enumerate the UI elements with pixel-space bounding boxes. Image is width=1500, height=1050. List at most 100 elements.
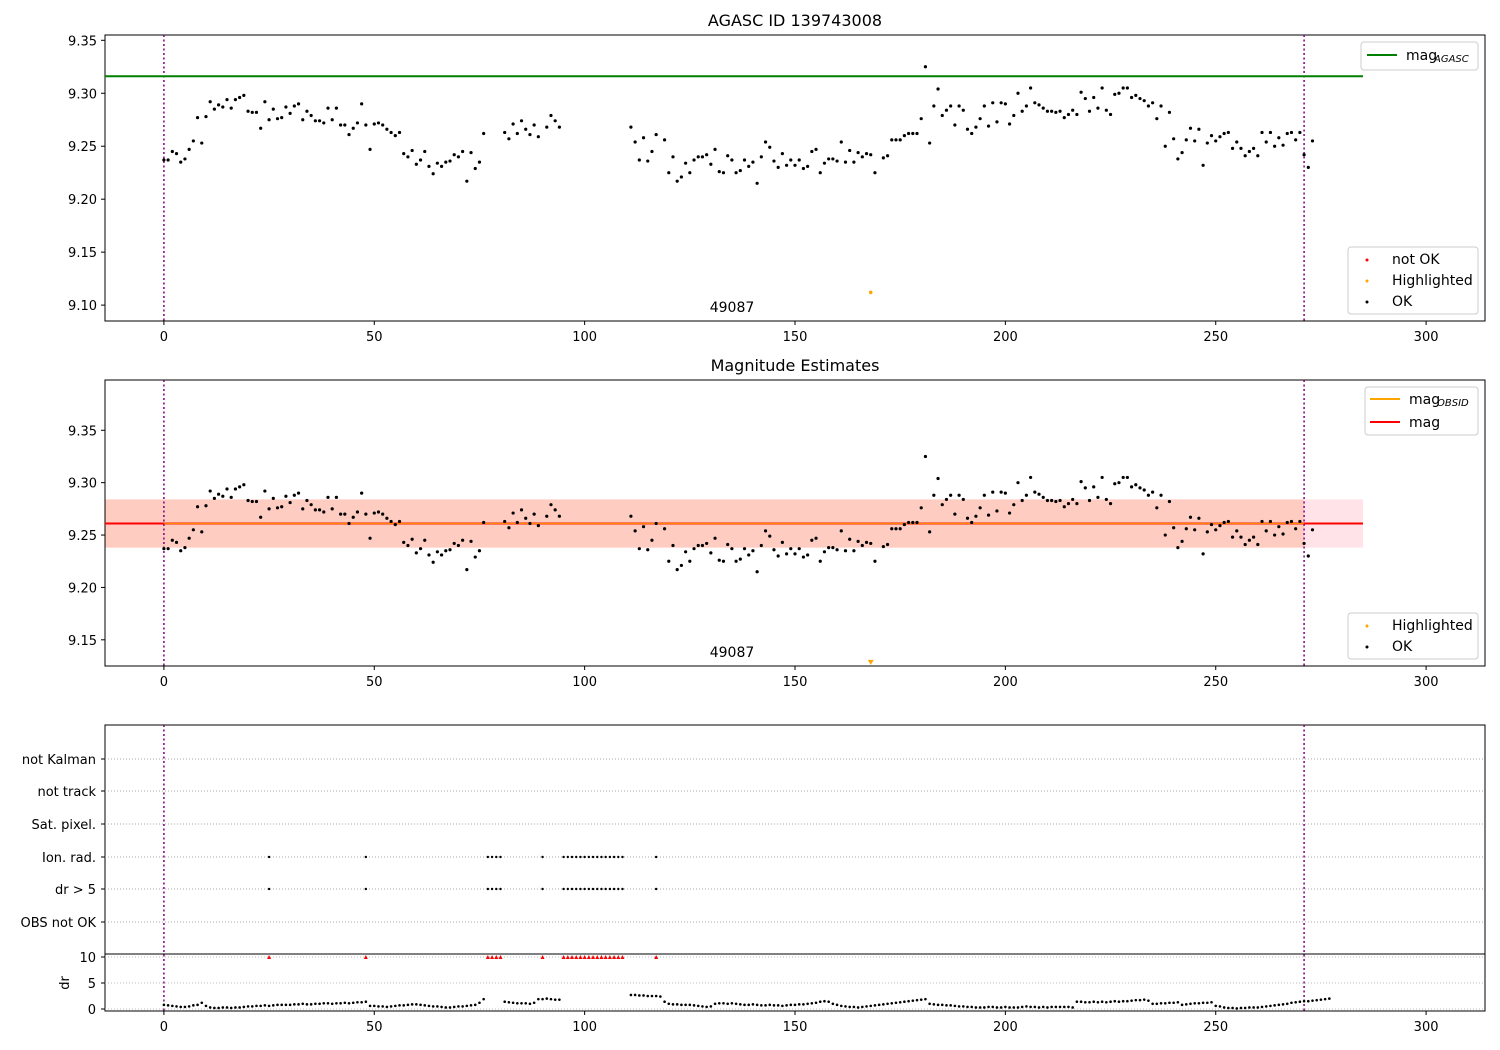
ok-point [1125, 86, 1129, 90]
ok-point [309, 113, 313, 118]
y-tick-label: 9.25 [68, 529, 97, 544]
ok-point [755, 570, 759, 574]
ok-point [1007, 122, 1012, 126]
ok-point [776, 165, 780, 170]
ok-point [780, 152, 784, 156]
ok-point [1029, 475, 1033, 480]
ok-point [801, 166, 806, 171]
dr-point [1008, 1006, 1011, 1009]
ok-point [1230, 146, 1235, 150]
dr-gt5-flag-point [562, 887, 565, 891]
dr-gt5-flag-point [486, 887, 490, 891]
legend-highlighted-marker [1365, 279, 1369, 283]
ok-point [835, 159, 839, 163]
dr-point [856, 1006, 860, 1009]
ok-point [549, 503, 553, 507]
dr-point [528, 1002, 532, 1006]
ok-point [435, 550, 439, 554]
ok-point [738, 557, 742, 561]
ok-point [1163, 144, 1167, 148]
ok-point [1268, 519, 1273, 524]
ok-point [793, 163, 797, 167]
dr-point [1264, 1005, 1268, 1008]
ok-point [843, 549, 848, 553]
dr-gt5-flag-point [499, 887, 502, 891]
dr-gt5-flag-point [608, 887, 612, 891]
dr-clipped-marker [620, 955, 625, 959]
dr-point [330, 1002, 334, 1006]
ok-point [843, 160, 848, 164]
dr-point [351, 1001, 355, 1005]
ok-point [1197, 516, 1201, 520]
ok-point [641, 136, 646, 140]
dr-point [650, 994, 654, 998]
dr-point [532, 1001, 536, 1005]
dr-gt5-flag-point [596, 887, 599, 891]
dr-point [335, 1001, 338, 1005]
x-tick-label: 200 [993, 1020, 1018, 1035]
ok-point [301, 118, 305, 122]
dr-point [861, 1005, 864, 1009]
dr-point [751, 1003, 755, 1006]
ok-point [919, 117, 923, 121]
x-tick-label: 250 [1203, 675, 1228, 690]
ok-point [528, 521, 532, 526]
ok-point [1003, 491, 1007, 495]
ok-point [355, 510, 360, 514]
dr-clipped-marker [565, 955, 570, 959]
magnitude-title: Magnitude Estimates [711, 356, 880, 375]
ok-point [881, 156, 885, 160]
x-tick-label: 50 [366, 1020, 383, 1035]
ok-point [827, 546, 831, 550]
flag-row-label: not Kalman [22, 753, 96, 768]
ok-point [831, 546, 835, 550]
ok-point [1129, 485, 1134, 489]
ok-point [1020, 109, 1024, 113]
ok-point [936, 87, 940, 91]
ok-point [1251, 146, 1256, 150]
dr-point [978, 1006, 982, 1009]
ok-point [831, 157, 835, 161]
ok-point [263, 489, 267, 493]
dr-point [1058, 1005, 1062, 1009]
dr-point [339, 1001, 342, 1005]
ion-rad-flag-point [562, 855, 565, 859]
dr-point [713, 1002, 717, 1006]
dr-clipped-marker [540, 955, 545, 959]
ok-point [1247, 538, 1251, 542]
dr-point [1029, 1005, 1032, 1009]
dr-point [1222, 1006, 1226, 1009]
dr-point [322, 1001, 326, 1005]
legend-agasc-sub: AGASC [1433, 54, 1469, 65]
ok-point [1226, 130, 1230, 135]
ok-point [326, 106, 330, 110]
dr-point [423, 1004, 427, 1007]
ok-point [233, 98, 238, 102]
dr-gt5-flag-point [541, 887, 544, 891]
dr-point [717, 1001, 721, 1005]
dr-point [469, 1004, 473, 1007]
dr-clipped-marker [363, 955, 368, 959]
dr-point [852, 1005, 856, 1009]
ok-point [1302, 153, 1306, 157]
ok-point [397, 519, 402, 524]
ion-rad-flag-point [596, 855, 599, 859]
dr-tick-label: 5 [88, 977, 96, 992]
ok-point [856, 150, 860, 155]
ok-point [671, 543, 675, 548]
dr-point [1193, 1001, 1196, 1005]
ok-point [1294, 527, 1298, 531]
flags-panel: not Kalman not track Sat. pixel. Ion. rad. d… [21, 724, 1486, 1035]
ok-point [1176, 546, 1180, 550]
legend-highlighted-label: Highlighted [1392, 273, 1473, 289]
ok-point [313, 119, 317, 123]
ok-point [633, 140, 637, 144]
ok-point [1180, 539, 1184, 543]
x-tick-label: 100 [572, 675, 597, 690]
dr-point [633, 993, 637, 997]
dr-point [1084, 1000, 1087, 1004]
ok-point [839, 529, 843, 533]
ok-point [347, 521, 351, 526]
ok-point [1079, 90, 1083, 94]
dr-point [326, 1001, 330, 1005]
